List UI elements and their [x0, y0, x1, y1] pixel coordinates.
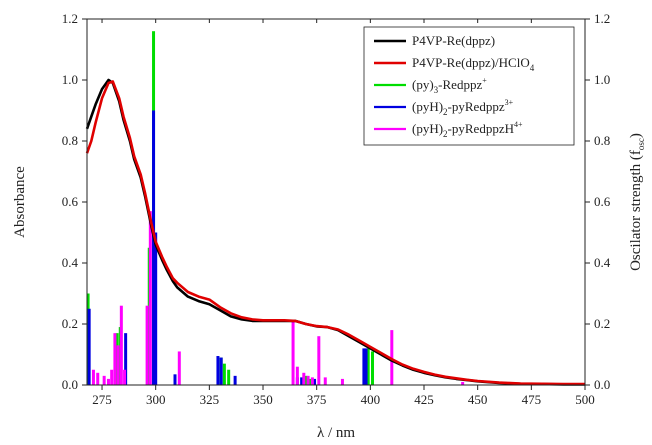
oscillator-stick: [313, 378, 317, 385]
oscillator-stick: [102, 375, 106, 385]
y2-tick-label: 0.2: [594, 316, 610, 331]
y-tick-label: 0.0: [62, 377, 78, 392]
y2-tick-label: 0.6: [594, 194, 611, 209]
legend-label: P4VP-Re(dppz): [412, 33, 495, 48]
oscillator-stick: [173, 374, 177, 385]
oscillator-stick: [317, 336, 321, 385]
oscillator-stick: [323, 377, 327, 385]
oscillator-stick: [364, 348, 368, 385]
oscillator-stick: [148, 211, 152, 385]
legend: P4VP-Re(dppz) P4VP-Re(dppz)/HClO4 (py)3-Re…: [363, 26, 575, 146]
oscillator-stick: [110, 369, 114, 385]
oscillator-stick: [291, 320, 295, 385]
legend-label: (py)3-Redppz+: [412, 76, 487, 95]
oscillator-stick: [308, 378, 312, 385]
oscillator-stick: [152, 110, 156, 385]
y2-axis-label-sub: osc: [636, 138, 646, 150]
oscillator-stick: [306, 375, 310, 385]
y-tick-label: 0.8: [62, 133, 78, 148]
y2-axis-label: Oscilator strength (fosc): [628, 133, 646, 271]
y2-tick-label: 0.8: [594, 133, 610, 148]
y2-tick-label: 0.4: [594, 255, 611, 270]
x-tick-label: 425: [414, 392, 434, 407]
x-axis-label: λ / nm: [317, 425, 355, 441]
stick-series-layer: [86, 31, 465, 385]
y2-tick-label: 1.0: [594, 72, 610, 87]
oscillator-stick: [461, 381, 465, 385]
x-tick-label: 350: [253, 392, 273, 407]
oscillator-stick: [310, 377, 314, 385]
oscillator-stick: [302, 372, 306, 385]
legend-entries: P4VP-Re(dppz) P4VP-Re(dppz)/HClO4 (py)3-Re…: [374, 33, 535, 139]
y-tick-label: 1.0: [62, 72, 78, 87]
y2-axis-label-main: Oscilator strength (f: [628, 150, 644, 271]
oscillator-stick: [370, 351, 374, 385]
x-tick-label: 500: [575, 392, 595, 407]
y2-tick-label: 0.0: [594, 377, 610, 392]
y-tick-label: 0.2: [62, 316, 78, 331]
oscillator-stick: [362, 348, 366, 385]
oscillator-stick: [216, 356, 220, 385]
oscillator-stick: [113, 333, 117, 385]
x-tick-label: 450: [468, 392, 488, 407]
oscillator-stick: [96, 372, 100, 385]
oscillator-stick: [116, 345, 120, 385]
y-axis-label: Absorbance: [12, 166, 28, 238]
y-tick-label: 0.6: [62, 194, 79, 209]
y-tick-label: 0.4: [62, 255, 79, 270]
oscillator-stick: [91, 369, 95, 385]
oscillator-stick: [366, 348, 370, 385]
line-series-layer: [85, 78, 585, 386]
oscillator-stick: [119, 305, 123, 385]
oscillator-stick: [227, 369, 231, 385]
y-tick-label: 1.2: [62, 11, 78, 26]
x-tick-label: 400: [361, 392, 381, 407]
oscillator-stick: [340, 378, 344, 385]
oscillator-stick: [177, 351, 181, 385]
y2-axis-label-close: ): [628, 133, 644, 138]
legend-label: P4VP-Re(dppz)/HClO4: [412, 55, 535, 73]
x-tick-label: 325: [200, 392, 220, 407]
oscillator-stick: [87, 308, 91, 385]
oscillator-stick: [145, 305, 149, 385]
x-tick-label: 375: [307, 392, 327, 407]
oscillator-stick: [390, 330, 394, 385]
oscillator-stick: [154, 232, 158, 385]
oscillator-stick: [123, 369, 127, 385]
oscillator-stick: [124, 333, 128, 385]
x-tick-label: 275: [92, 392, 112, 407]
oscillator-stick: [106, 378, 110, 385]
oscillator-stick: [300, 377, 304, 385]
legend-label: (pyH)2-pyRedppz3+: [412, 98, 514, 117]
oscillator-stick: [233, 375, 237, 385]
x-tick-label: 300: [146, 392, 166, 407]
oscillator-stick: [219, 357, 223, 385]
absorbance-line: [85, 80, 585, 386]
y2-tick-label: 1.2: [594, 11, 610, 26]
x-tick-label: 475: [522, 392, 542, 407]
oscillator-stick: [295, 366, 299, 385]
oscillator-stick: [304, 375, 308, 385]
legend-label: (pyH)2-pyRedppzH4+: [412, 120, 523, 139]
oscillator-stick: [222, 363, 226, 385]
